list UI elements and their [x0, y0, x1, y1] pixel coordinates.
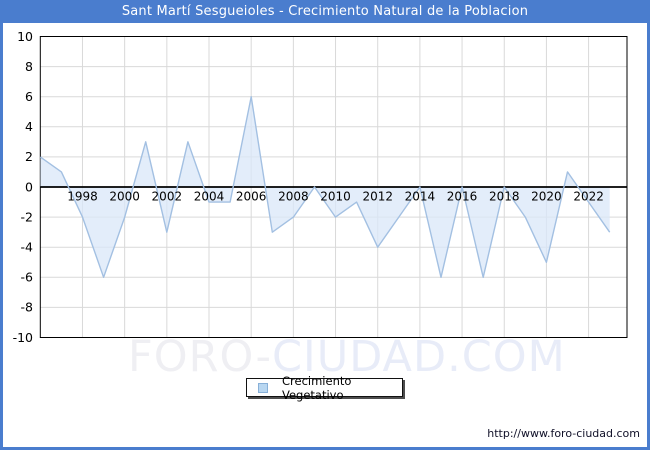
x-axis-tick-label: 2006: [236, 190, 267, 204]
y-axis-tick-label: 0: [25, 179, 33, 194]
y-axis-tick-label: -6: [21, 270, 34, 285]
y-axis-tick-label: -4: [21, 240, 34, 255]
page-title: Sant Martí Sesgueioles - Crecimiento Nat…: [121, 4, 529, 19]
watermark-part1: FORO-: [128, 332, 273, 382]
x-axis-tick-label: 2020: [531, 190, 562, 204]
x-axis-tick-label: 2022: [573, 190, 604, 204]
watermark-part2: CIUDAD.COM: [272, 332, 566, 382]
x-axis-tick-label: 2004: [194, 190, 225, 204]
x-axis-tick-label: 2000: [109, 190, 140, 204]
x-axis-tick-label: 2008: [278, 190, 309, 204]
y-axis-tick-label: 10: [17, 29, 33, 44]
legend-label: Crecimiento Vegetativo: [282, 373, 352, 402]
x-axis-tick-label: 2002: [152, 190, 183, 204]
y-axis-tick-label: -10: [13, 330, 33, 345]
x-axis-tick-label: 2016: [447, 190, 478, 204]
x-axis-tick-label: 2018: [489, 190, 520, 204]
y-axis-tick-label: -2: [21, 209, 33, 224]
y-axis-tick-label: 2: [25, 149, 33, 164]
y-axis-tick-label: 4: [25, 119, 33, 134]
legend-item-crecimiento-vegetativo[interactable]: Crecimiento Vegetativo: [246, 374, 403, 402]
x-axis-tick-label: 2014: [405, 190, 436, 204]
footer-url-link[interactable]: http://www.foro-ciudad.com: [487, 427, 640, 440]
x-axis-tick-label: 2010: [320, 190, 351, 204]
watermark: FORO-CIUDAD.COM: [128, 332, 566, 382]
y-axis-tick-label: -8: [21, 300, 34, 315]
y-axis-tick-label: 6: [25, 89, 33, 104]
x-axis-tick-label: 1998: [67, 190, 98, 204]
x-axis-tick-label: 2012: [362, 190, 393, 204]
series-line: [39, 95, 611, 278]
title-bar: Sant Martí Sesgueioles - Crecimiento Nat…: [0, 0, 650, 23]
legend-swatch-icon: [258, 382, 268, 393]
y-axis-tick-label: 8: [25, 59, 33, 74]
